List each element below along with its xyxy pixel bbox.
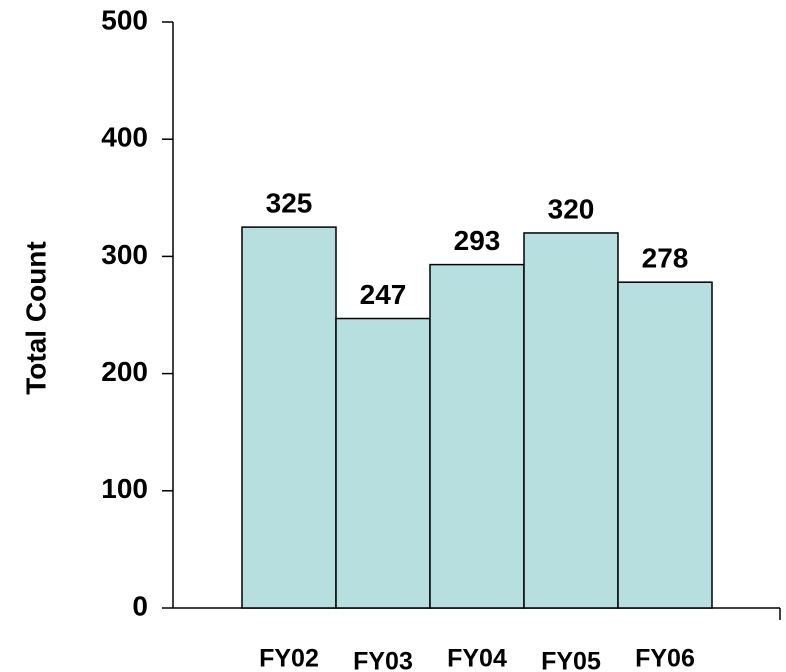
y-tick-label: 100 [101, 473, 148, 504]
x-tick-label: FY04 [447, 645, 507, 672]
x-tick-label: FY03 [353, 648, 413, 672]
data-label: 325 [266, 187, 313, 218]
y-tick-label: 0 [132, 590, 148, 621]
data-label: 278 [642, 243, 689, 274]
y-axis-label: Total Count [20, 241, 51, 394]
x-tick-label: FY06 [635, 645, 695, 672]
data-label: 320 [548, 193, 595, 224]
y-tick-label: 400 [101, 122, 148, 153]
y-tick-label: 500 [101, 4, 148, 35]
y-tick-label: 300 [101, 239, 148, 270]
y-tick-label: 200 [101, 356, 148, 387]
bar [335, 317, 431, 609]
data-label: 247 [360, 279, 407, 310]
bar [617, 281, 713, 609]
data-label: 293 [454, 225, 501, 256]
bar [523, 232, 619, 609]
bar [241, 226, 337, 609]
x-tick-label: FY05 [541, 648, 601, 672]
x-tick-label: FY02 [259, 645, 319, 672]
bar [429, 263, 525, 609]
